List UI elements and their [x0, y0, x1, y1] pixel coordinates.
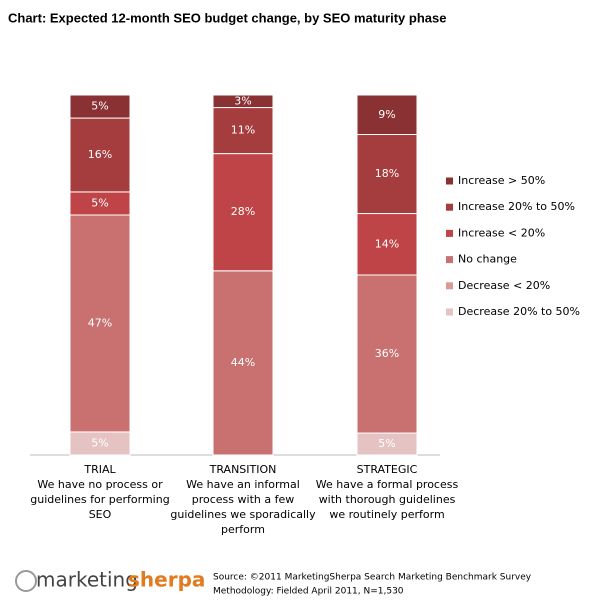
data-label: 36%	[375, 347, 399, 360]
x-tick-label: we routinely perform	[329, 508, 444, 521]
data-label: 9%	[378, 108, 395, 121]
source: Methodology: Fielded April 2011, N=1,530	[213, 587, 404, 597]
data-label: 47%	[88, 316, 112, 329]
legend-swatch	[446, 177, 453, 185]
x-tick-label: with thorough guidelines	[319, 493, 456, 506]
data-label: 16%	[88, 148, 112, 161]
legend-label: Decrease < 20%	[458, 279, 550, 292]
bar-segment	[69, 94, 131, 119]
legend-label: Increase 20% to 50%	[458, 200, 575, 213]
data-label: 28%	[231, 205, 255, 218]
bar-segment	[69, 117, 131, 193]
x-tick-label: guidelines we sporadically	[170, 508, 316, 521]
x-tick-label: We have no process or	[37, 478, 163, 491]
logo-text: sherpa	[128, 568, 205, 592]
data-label: 44%	[231, 356, 255, 369]
bar-segment	[356, 274, 418, 434]
data-label: 5%	[91, 196, 108, 209]
legend-label: Increase < 20%	[458, 226, 545, 239]
data-label: 5%	[91, 100, 108, 113]
x-tick-label: STRATEGIC	[357, 463, 418, 476]
x-tick-label: guidelines for performing	[30, 493, 169, 506]
data-label: 5%	[378, 437, 395, 450]
x-tick-label: We have a formal process	[316, 478, 459, 491]
bar-segment	[356, 134, 418, 215]
legend-label: No change	[458, 253, 517, 266]
data-label: 5%	[91, 436, 108, 449]
bar-segment	[212, 153, 274, 272]
data-label: 11%	[231, 124, 255, 137]
x-tick-label: process with a few	[192, 493, 294, 506]
bar-segment	[212, 107, 274, 155]
x-tick-label: SEO	[89, 508, 112, 521]
legend-label: Increase > 50%	[458, 174, 545, 187]
legend-swatch	[446, 282, 453, 290]
legend-label: Decrease 20% to 50%	[458, 305, 580, 318]
x-tick-label: We have an informal	[186, 478, 300, 491]
bar-segment	[356, 94, 418, 136]
logo-text: marketing	[36, 568, 138, 592]
legend-swatch	[446, 256, 453, 264]
bar-segment	[69, 214, 131, 433]
bar-segment	[212, 94, 274, 109]
x-tick-label: perform	[221, 523, 265, 536]
legend-swatch	[446, 308, 453, 316]
legend-swatch	[446, 203, 453, 211]
logo: marketing sherpa	[15, 568, 205, 592]
data-label: 18%	[375, 167, 399, 180]
x-tick-label: TRANSITION	[209, 463, 277, 476]
legend-swatch	[446, 229, 453, 237]
bar-segment	[212, 270, 274, 456]
source: Source: ©2011 MarketingSherpa Search Mar…	[213, 573, 532, 583]
data-label: 3%	[234, 94, 251, 107]
chart-title: Chart: Expected 12-month SEO budget chan…	[8, 10, 446, 25]
data-label: 14%	[375, 237, 399, 250]
x-tick-label: TRIAL	[83, 463, 116, 476]
logo-mark	[15, 570, 37, 592]
